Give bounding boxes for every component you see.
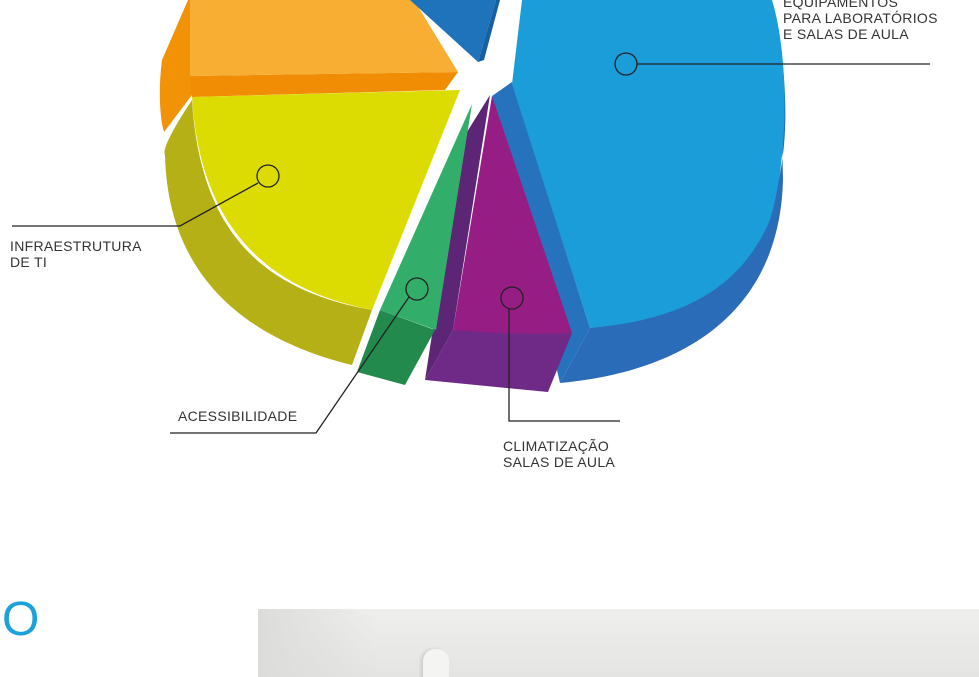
slice-orange-front-band — [190, 72, 458, 97]
slice-orange-side — [159, 0, 192, 132]
slice-blue-small — [410, 0, 496, 62]
label-infraestrutura: INFRAESTRUTURA DE TI — [10, 238, 142, 270]
slice-acessibilidade — [380, 104, 472, 330]
marker-infra — [256, 164, 280, 188]
leader-acessibilidade — [170, 296, 410, 434]
label-acessibilidade: ACESSIBILIDADE — [178, 408, 298, 424]
slice-equipamentos-side — [560, 40, 786, 383]
marker-acessibilidade — [405, 277, 429, 301]
slice-equipamentos-inner-wall — [492, 82, 590, 383]
slice-orange — [190, 0, 458, 76]
slice-infra — [192, 90, 460, 310]
leader-climatizacao — [508, 309, 620, 422]
leader-infra — [12, 182, 259, 227]
photo-shade — [258, 609, 378, 677]
slice-equipamentos — [512, 0, 785, 328]
slice-infra-side — [164, 100, 372, 365]
slice-climatizacao — [453, 96, 572, 334]
marker-equipamentos — [614, 52, 638, 76]
slice-climatizacao-inner-wall — [425, 95, 490, 380]
photo-hand-shape — [423, 649, 449, 677]
section-heading-letter: O — [2, 593, 40, 646]
label-equipamentos: EQUIPAMENTOS PARA LABORATÓRIOS E SALAS D… — [783, 0, 938, 42]
slice-acessibilidade-side — [357, 310, 435, 385]
marker-climatizacao — [500, 286, 524, 310]
label-climatizacao: CLIMATIZAÇÃO SALAS DE AULA — [503, 438, 616, 470]
photo-thumbnail — [258, 609, 979, 677]
slice-blue-small-edge — [478, 0, 500, 62]
slice-climatizacao-side — [425, 330, 572, 392]
